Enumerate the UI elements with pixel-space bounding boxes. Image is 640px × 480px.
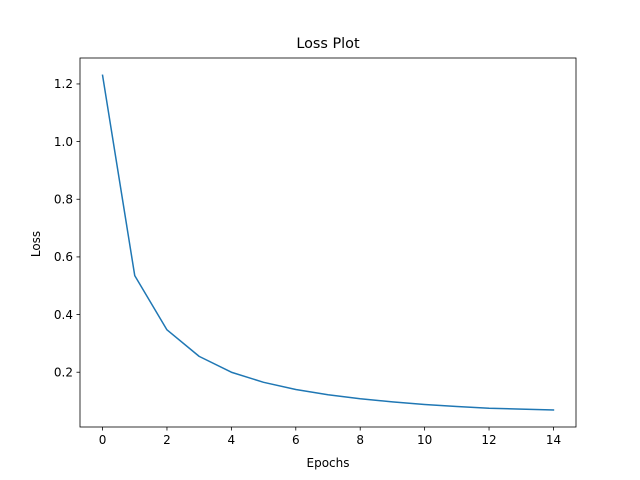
chart-title: Loss Plot <box>296 36 360 52</box>
x-tick-label: 12 <box>481 433 496 447</box>
y-tick-label: 0.8 <box>54 193 73 207</box>
x-tick-label: 8 <box>356 433 364 447</box>
y-tick-label: 0.6 <box>54 250 73 264</box>
x-tick-label: 0 <box>99 433 107 447</box>
y-tick-label: 1.2 <box>54 77 73 91</box>
plot-frame <box>79 57 577 428</box>
y-tick-label: 0.2 <box>54 366 73 380</box>
x-tick-label: 4 <box>228 433 236 447</box>
y-tick-label: 0.4 <box>54 308 73 322</box>
plot-area: 0 2 4 6 8 10 12 14 0.2 0.4 0.6 0.8 1.0 1.2 <box>54 57 577 447</box>
series-line <box>101 74 555 411</box>
y-tick-label: 1.0 <box>54 135 73 149</box>
x-tick-label: 10 <box>417 433 432 447</box>
x-tick-label: 2 <box>163 433 171 447</box>
x-axis-label: Epochs <box>307 456 350 470</box>
x-tick-label: 6 <box>292 433 300 447</box>
y-axis-label: Loss <box>29 231 43 257</box>
x-tick-label: 14 <box>546 433 561 447</box>
